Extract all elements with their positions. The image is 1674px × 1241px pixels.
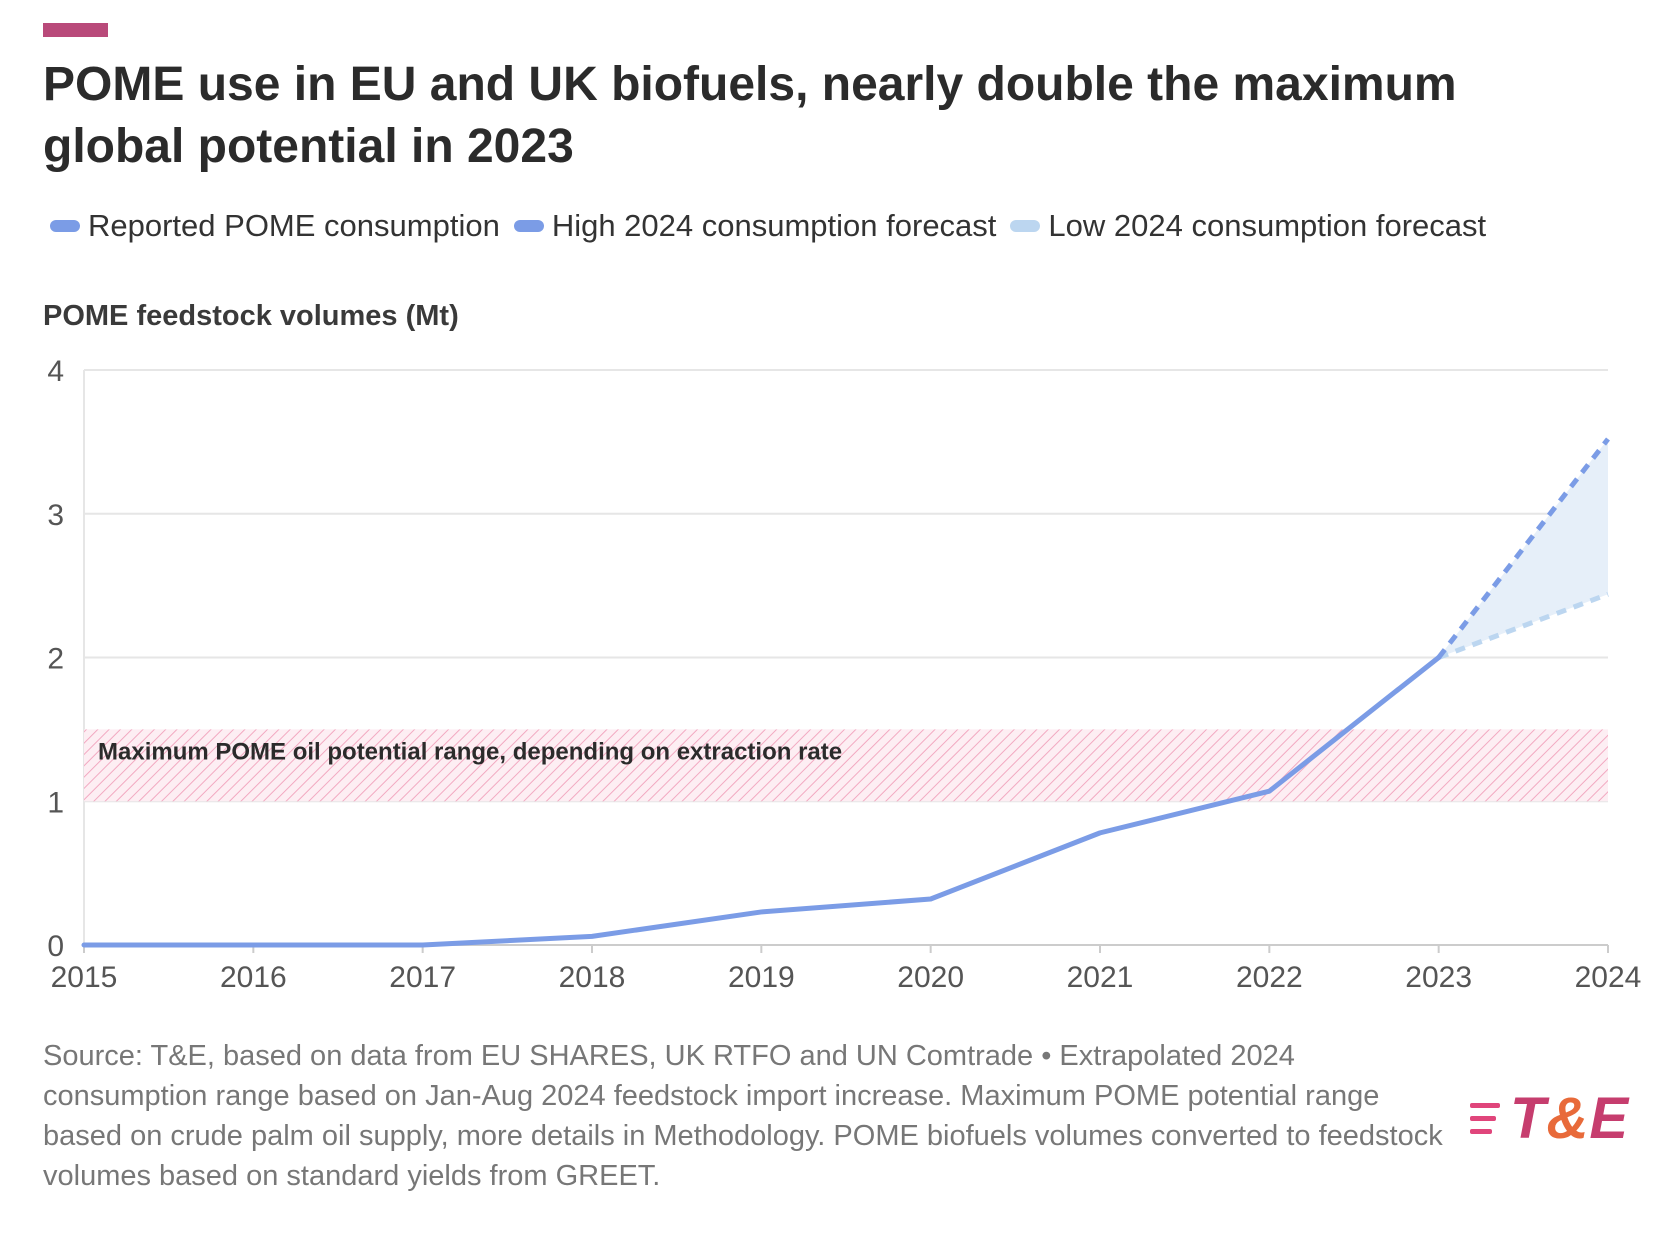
accent-bar [43,23,108,37]
logo-text: T&E [1510,1086,1630,1151]
x-tick-label: 2024 [1575,961,1642,994]
legend-swatch-reported [50,220,80,232]
source-note: Source: T&E, based on data from EU SHARE… [43,1040,1443,1192]
x-tick-label: 2019 [728,961,795,994]
y-tick-label: 0 [47,930,64,963]
forecast-range-area [1438,439,1608,658]
x-tick-label: 2023 [1405,961,1472,994]
band-label: Maximum POME oil potential range, depend… [98,738,842,765]
x-tick-label: 2020 [897,961,964,994]
legend-label-reported: Reported POME consumption [88,208,500,243]
legend-swatch-high [513,220,544,232]
y-axis-title: POME feedstock volumes (Mt) [43,300,459,332]
y-tick-label: 1 [47,786,64,819]
x-tick-label: 2021 [1067,961,1134,994]
potential-range-band [84,729,1608,802]
x-tick-label: 2018 [559,961,626,994]
legend-item-low: Low 2024 consumption forecast [1010,208,1486,244]
legend-item-reported: Reported POME consumption [50,208,500,244]
legend-item-high: High 2024 consumption forecast [513,208,997,244]
y-tick-label: 3 [47,499,64,532]
series-line-reported [81,655,1442,948]
line-chart: 0 1 2 3 4 2015 2016 2017 2018 2019 2020 2021 2022 202… [47,355,1642,994]
x-tick-label: 2017 [389,961,456,994]
legend: Reported POME consumption High 2024 cons… [50,208,1500,244]
x-tick-label: 2016 [220,961,287,994]
logo-lines-icon [1470,1099,1500,1138]
y-tick-label: 4 [47,355,64,388]
legend-label-high: High 2024 consumption forecast [551,208,997,243]
y-tick-label: 2 [47,643,64,676]
chart-title: POME use in EU and UK biofuels, nearly d… [43,58,1457,173]
legend-label-low: Low 2024 consumption forecast [1048,208,1487,243]
legend-swatch-low [1010,220,1041,232]
x-tick-label: 2015 [51,961,118,994]
x-tick-label: 2022 [1236,961,1303,994]
series-line-low [1437,591,1609,660]
te-logo: T&E [1470,1085,1629,1152]
